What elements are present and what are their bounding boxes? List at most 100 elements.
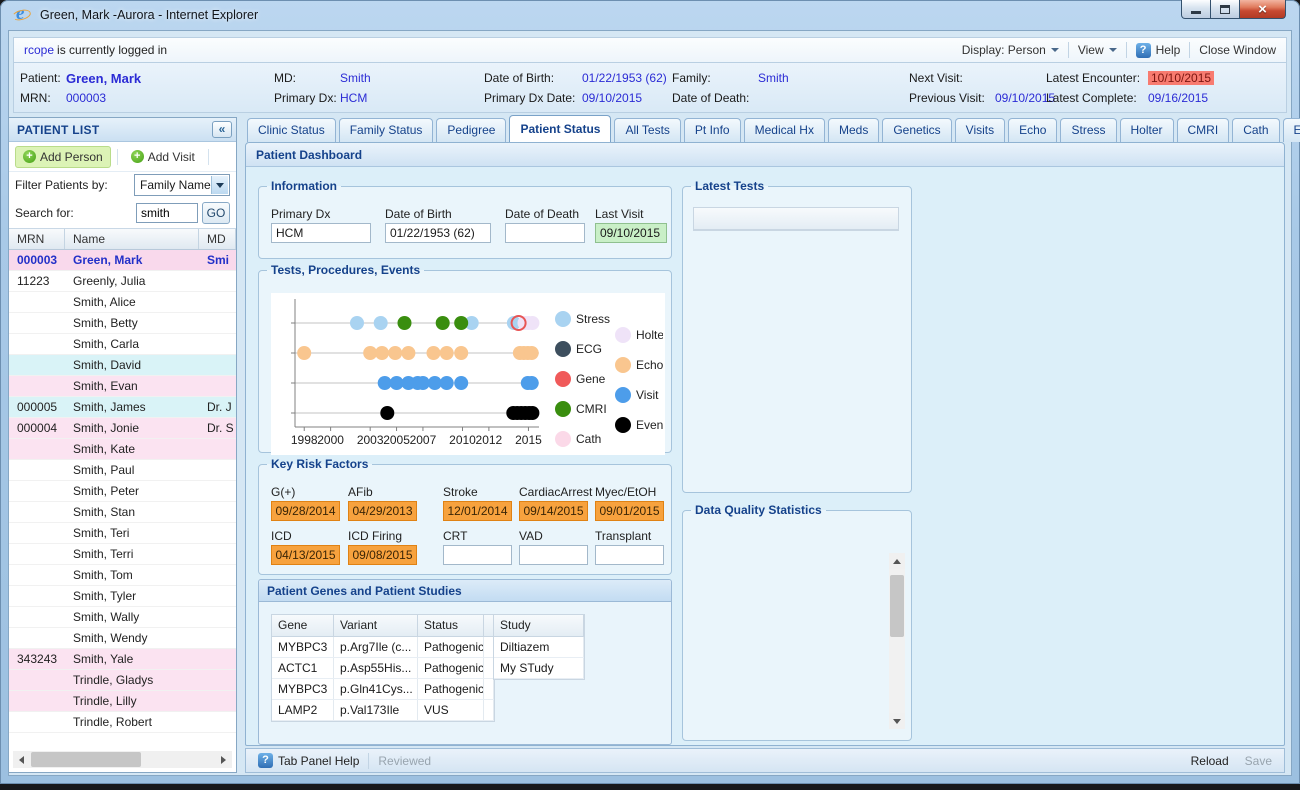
field-label: Primary Dx Date: xyxy=(484,91,576,105)
add-visit-button[interactable]: Add Visit xyxy=(124,147,202,167)
table-row[interactable]: Diltiazem xyxy=(494,637,584,658)
field-value-date-of-death[interactable] xyxy=(505,223,585,243)
risk-value-icd-firing[interactable]: 09/08/2015 xyxy=(348,545,417,565)
scroll-right-button[interactable] xyxy=(215,751,232,768)
dropdown-button[interactable] xyxy=(211,176,228,194)
footer-bar: Tab Panel Help Reviewed Reload Save xyxy=(245,748,1285,773)
column-header-mrn[interactable]: MRN xyxy=(9,229,65,249)
cell: VUS xyxy=(418,700,484,720)
tab-ecg[interactable]: ECG xyxy=(1282,118,1300,142)
patient-row-smith-terri[interactable]: Smith, Terri xyxy=(9,544,236,565)
patient-row-trindle-gladys[interactable]: Trindle, Gladys xyxy=(9,670,236,691)
patient-row-smith-teri[interactable]: Smith, Teri xyxy=(9,523,236,544)
tab-pt-info[interactable]: Pt Info xyxy=(683,118,741,142)
table-row[interactable]: LAMP2 p.Val173Ile VUS xyxy=(272,700,494,721)
tab-clinic-status[interactable]: Clinic Status xyxy=(247,118,336,142)
table-row[interactable]: MYBPC3 p.Arg7Ile (c... Pathogenic xyxy=(272,637,494,658)
risk-value-stroke[interactable]: 12/01/2014 xyxy=(443,501,512,521)
field-label: Date of Death xyxy=(505,207,580,221)
patient-row-smith-david[interactable]: Smith, David xyxy=(9,355,236,376)
vertical-scrollbar[interactable] xyxy=(889,553,905,729)
scrollbar-thumb[interactable] xyxy=(31,752,141,767)
patient-row-smith-wendy[interactable]: Smith, Wendy xyxy=(9,628,236,649)
field-value-primary-dx[interactable]: HCM xyxy=(271,223,371,243)
tab-medical-hx[interactable]: Medical Hx xyxy=(743,118,825,142)
risk-value-transplant[interactable] xyxy=(595,545,664,565)
risk-value-g[interactable]: 09/28/2014 xyxy=(271,501,340,521)
tab-family-status[interactable]: Family Status xyxy=(338,118,434,142)
patient-row-smith-betty[interactable]: Smith, Betty xyxy=(9,313,236,334)
help-button[interactable]: Help xyxy=(1135,42,1180,58)
table-row[interactable]: My STudy xyxy=(494,658,584,679)
patient-row-greenly-julia[interactable]: 11223 Greenly, Julia xyxy=(9,271,236,292)
patient-row-smith-tyler[interactable]: Smith, Tyler xyxy=(9,586,236,607)
column-header-name[interactable]: Name xyxy=(65,229,199,249)
patient-row-smith-jonie[interactable]: 000004 Smith, Jonie Dr. S xyxy=(9,418,236,439)
risk-value-icd[interactable]: 04/13/2015 xyxy=(271,545,340,565)
patient-row-smith-peter[interactable]: Smith, Peter xyxy=(9,481,236,502)
tab-cath[interactable]: Cath xyxy=(1232,118,1280,142)
column-header-md[interactable]: MD xyxy=(199,229,236,249)
risk-value-myec-etoh[interactable]: 09/01/2015 xyxy=(595,501,664,521)
view-menu[interactable]: View xyxy=(1078,43,1117,57)
risk-value-vad[interactable] xyxy=(519,545,588,565)
tab-patient-status[interactable]: Patient Status xyxy=(509,115,612,142)
tab-echo[interactable]: Echo xyxy=(1008,118,1058,142)
table-row[interactable]: MYBPC3 p.Gln41Cys... Pathogenic xyxy=(272,679,494,700)
close-window-button[interactable]: Close Window xyxy=(1199,43,1276,57)
collapse-sidebar-button[interactable] xyxy=(212,121,232,138)
tab-stress[interactable]: Stress xyxy=(1060,118,1117,142)
minimize-button[interactable] xyxy=(1181,0,1211,19)
risk-value-afib[interactable]: 04/29/2013 xyxy=(348,501,417,521)
patient-row-smith-wally[interactable]: Smith, Wally xyxy=(9,607,236,628)
reload-button[interactable]: Reload xyxy=(1190,753,1229,768)
patient-row-smith-tom[interactable]: Smith, Tom xyxy=(9,565,236,586)
patient-row-smith-yale[interactable]: 343243 Smith, Yale xyxy=(9,649,236,670)
horizontal-scrollbar[interactable] xyxy=(13,751,232,768)
tab-visits[interactable]: Visits xyxy=(954,118,1006,142)
field-label: Next Visit: xyxy=(909,71,963,85)
patient-row-smith-evan[interactable]: Smith, Evan xyxy=(9,376,236,397)
tab-all-tests[interactable]: All Tests xyxy=(614,118,681,142)
patient-row-smith-alice[interactable]: Smith, Alice xyxy=(9,292,236,313)
scroll-down-button[interactable] xyxy=(889,713,905,729)
tab-pedigree[interactable]: Pedigree xyxy=(436,118,507,142)
tab-holter[interactable]: Holter xyxy=(1119,118,1174,142)
field-label: MD: xyxy=(274,71,296,85)
patient-row-smith-stan[interactable]: Smith, Stan xyxy=(9,502,236,523)
patient-row-smith-james[interactable]: 000005 Smith, James Dr. J xyxy=(9,397,236,418)
window-titlebar[interactable]: e Green, Mark -Aurora - Internet Explore… xyxy=(0,0,1300,30)
display-menu[interactable]: Display: Person xyxy=(962,43,1059,57)
risk-value-crt[interactable] xyxy=(443,545,512,565)
patient-row-green-mark[interactable]: 000003 Green, Mark Smi xyxy=(9,250,236,271)
save-button[interactable]: Save xyxy=(1244,753,1272,768)
tab-cmri[interactable]: CMRI xyxy=(1176,118,1230,142)
table-row[interactable]: ACTC1 p.Asp55His... Pathogenic xyxy=(272,658,494,679)
patient-row-smith-carla[interactable]: Smith, Carla xyxy=(9,334,236,355)
search-input[interactable] xyxy=(136,203,198,223)
patient-row-smith-kate[interactable]: Smith, Kate xyxy=(9,439,236,460)
close-button[interactable] xyxy=(1240,0,1286,19)
scrollbar-thumb[interactable] xyxy=(890,575,904,637)
field-value-last-visit[interactable]: 09/10/2015 xyxy=(595,223,667,243)
patient-row-smith-paul[interactable]: Smith, Paul xyxy=(9,460,236,481)
patient-mrn xyxy=(9,712,65,732)
maximize-button[interactable] xyxy=(1211,0,1240,19)
scroll-left-button[interactable] xyxy=(13,751,30,768)
tab-panel-help-button[interactable]: Tab Panel Help xyxy=(258,753,359,768)
patient-row-trindle-lilly[interactable]: Trindle, Lilly xyxy=(9,691,236,712)
risk-value-cardiacarrest[interactable]: 09/14/2015 xyxy=(519,501,588,521)
field-value-date-of-birth[interactable]: 01/22/1953 (62) xyxy=(385,223,491,243)
patient-row-trindle-robert[interactable]: Trindle, Robert xyxy=(9,712,236,733)
tab-genetics[interactable]: Genetics xyxy=(882,118,952,142)
scroll-up-button[interactable] xyxy=(889,553,905,569)
reviewed-button[interactable]: Reviewed xyxy=(378,753,432,768)
filter-select[interactable]: Family Name xyxy=(134,174,230,196)
add-person-button[interactable]: Add Person xyxy=(15,145,111,168)
divider xyxy=(207,148,209,165)
patient-mrn: 11223 xyxy=(17,274,50,288)
panel-title: Data Quality Statistics xyxy=(695,503,822,517)
patient-name: Green, Mark xyxy=(73,253,143,267)
go-button[interactable]: GO xyxy=(202,202,230,224)
tab-meds[interactable]: Meds xyxy=(827,118,880,142)
